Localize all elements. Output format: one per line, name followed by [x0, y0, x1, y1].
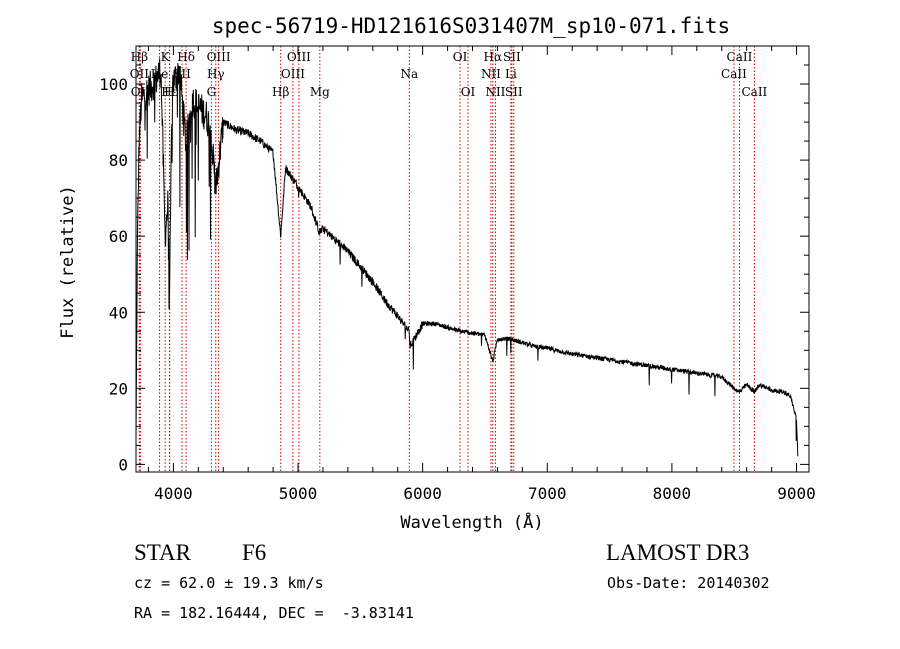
- line-marker-label: OIII: [287, 50, 311, 64]
- line-marker-label: G: [207, 85, 217, 99]
- line-marker-label: Mg: [310, 85, 330, 99]
- x-tick-label: 6000: [403, 484, 442, 503]
- object-subclass: F6: [242, 540, 267, 565]
- line-marker-label: CaII: [721, 67, 747, 81]
- object-class: STAR: [134, 540, 191, 565]
- line-marker-label: Li: [505, 67, 517, 81]
- line-markers: HβOIIOIIKHeHεHδSIIHOIIIHγGOIIIOIIIHβMgNa…: [130, 46, 768, 472]
- line-marker-label: OII: [130, 67, 150, 81]
- x-tick-label: 7000: [528, 484, 567, 503]
- line-marker-label: Hα: [484, 50, 503, 64]
- x-tick-label: 5000: [279, 484, 318, 503]
- line-marker-label: Hβ: [272, 85, 289, 99]
- line-marker-label: Na: [400, 67, 418, 81]
- line-marker-label: H: [164, 85, 174, 99]
- line-marker-label: Hγ: [207, 67, 225, 81]
- line-marker-label: Hδ: [177, 50, 195, 64]
- y-tick-label: 20: [109, 379, 128, 398]
- y-axis: 0 20 40 60 80 100: [99, 64, 809, 474]
- y-tick-label: 80: [109, 151, 128, 170]
- x-tick-label: 9000: [777, 484, 816, 503]
- x-tick-label: 4000: [154, 484, 193, 503]
- chart-title: spec-56719-HD121616S031407M_sp10-071.fit…: [212, 14, 730, 38]
- x-axis: 4000 5000 6000 7000 8000 9000: [147, 46, 816, 503]
- line-marker-label: SII: [503, 50, 521, 64]
- line-marker-label: NII: [481, 67, 501, 81]
- plot-frame: [135, 45, 810, 473]
- obs-date: Obs-Date: 20140302: [607, 574, 770, 592]
- line-marker-label: OI: [461, 85, 476, 99]
- line-marker-label: CaII: [727, 50, 753, 64]
- line-marker-label: NII: [485, 85, 505, 99]
- y-tick-label: 40: [109, 303, 128, 322]
- line-marker-label: SII: [505, 85, 523, 99]
- x-axis-label: Wavelength (Å): [400, 511, 543, 533]
- x-tick-label: 8000: [653, 484, 692, 503]
- line-marker-label: OIII: [207, 50, 231, 64]
- spectrum-line: [135, 58, 799, 457]
- coordinates-text: RA = 182.16444, DEC = -3.83141: [134, 604, 414, 622]
- y-tick-label: 100: [99, 75, 128, 94]
- y-axis-label: Flux (relative): [58, 185, 78, 339]
- y-tick-label: 0: [118, 455, 128, 474]
- spectrum-chart: spec-56719-HD121616S031407M_sp10-071.fit…: [58, 14, 816, 533]
- line-marker-label: K: [161, 50, 171, 64]
- survey-name: LAMOST DR3: [606, 540, 750, 565]
- line-marker-label: OI: [453, 50, 468, 64]
- redshift-text: cz = 62.0 ± 19.3 km/s: [134, 574, 324, 592]
- line-marker-label: OIII: [281, 67, 305, 81]
- y-tick-label: 60: [109, 227, 128, 246]
- line-marker-label: CaII: [741, 85, 767, 99]
